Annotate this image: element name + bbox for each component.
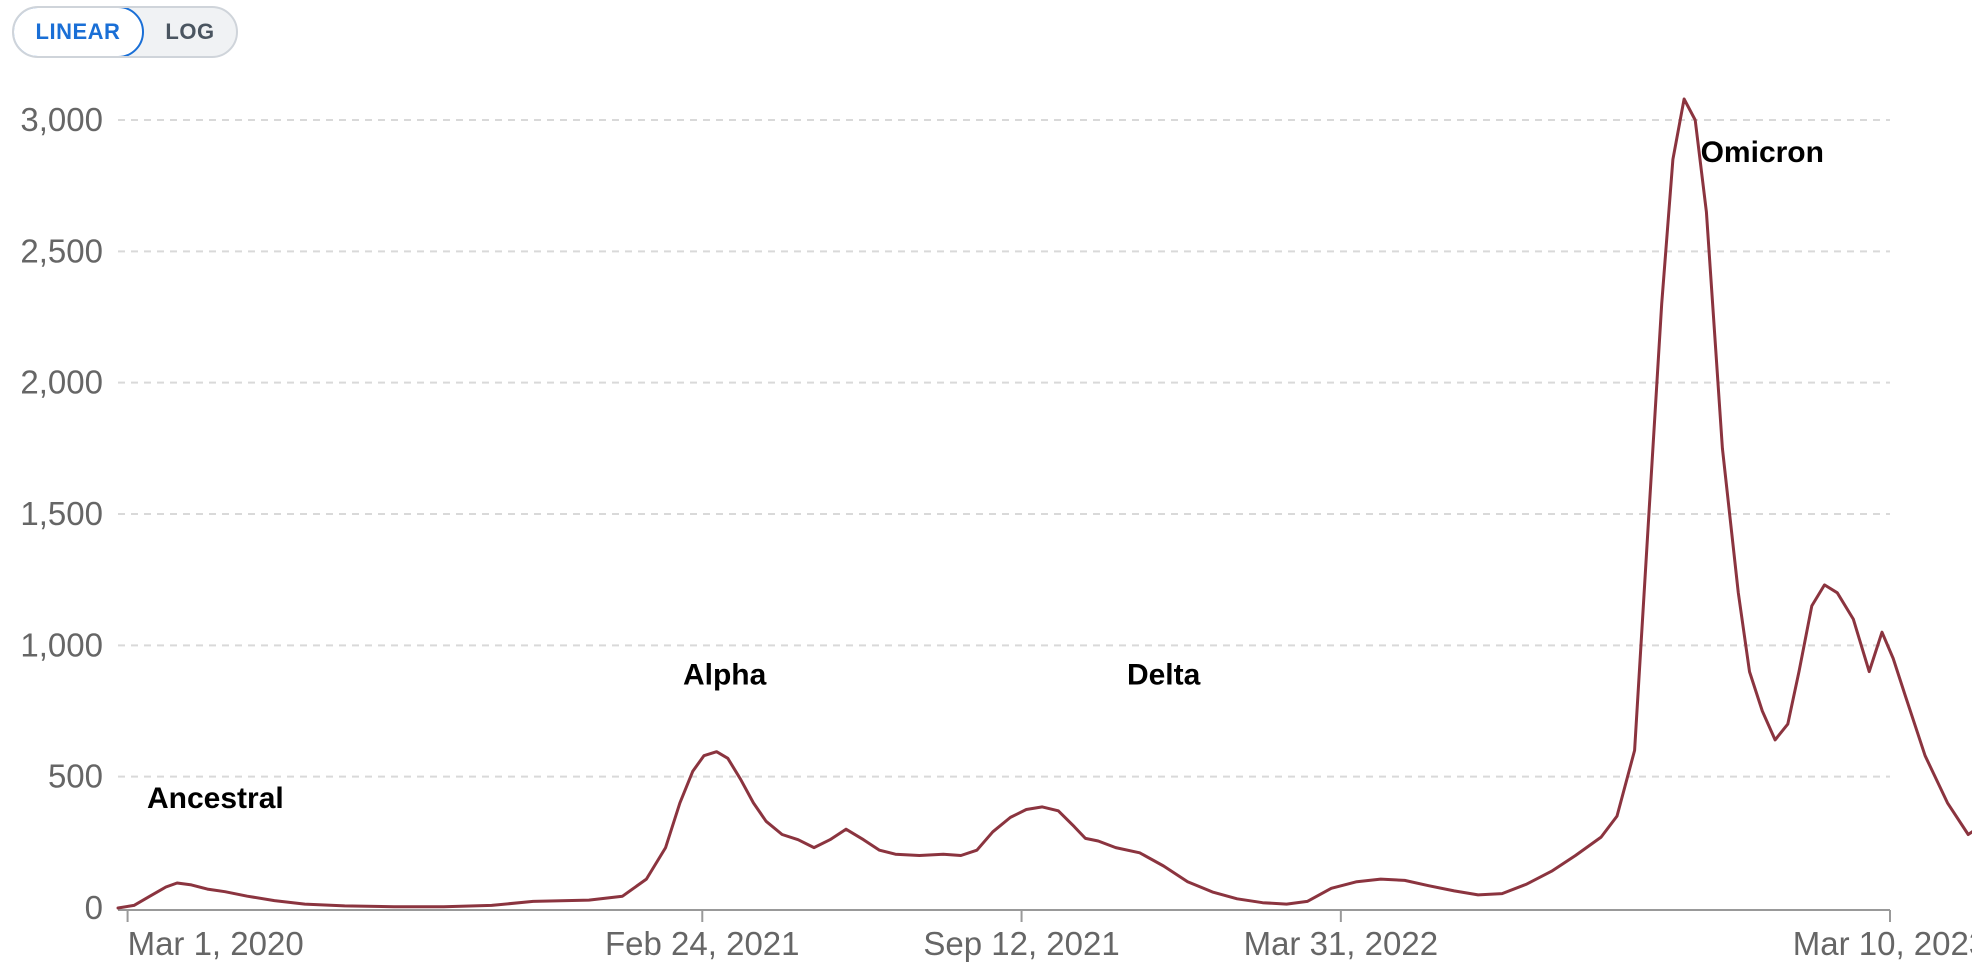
y-tick-label: 2,000 <box>20 364 103 401</box>
y-axis: 0 500 1,000 1,500 2,000 2,500 3,000 <box>20 101 103 926</box>
y-tick-label: 1,500 <box>20 495 103 532</box>
x-tick-label: Mar 10, 2023 <box>1793 925 1972 962</box>
x-tick-label: Mar 1, 2020 <box>128 925 304 962</box>
y-tick-label: 3,000 <box>20 101 103 138</box>
x-tick-label: Sep 12, 2021 <box>923 925 1119 962</box>
log-scale-button[interactable]: LOG <box>165 19 215 44</box>
series-layer: Italy <box>116 97 1972 910</box>
variant-annotations: AncestralAlphaDeltaOmicronOmicron BA.2Om… <box>147 136 1824 815</box>
linear-scale-button[interactable]: LINEAR <box>14 8 144 56</box>
x-tick-label: Mar 31, 2022 <box>1244 925 1438 962</box>
annotation-label: Delta <box>1127 659 1201 692</box>
annotation-label: Ancestral <box>147 782 284 815</box>
y-tick-label: 500 <box>48 758 103 795</box>
y-tick-label: 2,500 <box>20 232 103 269</box>
y-tick-label: 1,000 <box>20 626 103 663</box>
gridlines <box>118 119 1890 778</box>
y-tick-label: 0 <box>85 889 103 926</box>
scale-toggle: LINEAR LOG <box>12 6 238 58</box>
x-tick-label: Feb 24, 2021 <box>605 925 800 962</box>
series-line-italy <box>116 97 1972 910</box>
annotation-label: Alpha <box>683 659 767 692</box>
annotation-label: Omicron <box>1701 136 1824 169</box>
x-axis: Mar 1, 2020 Feb 24, 2021 Sep 12, 2021 Mar 3… <box>118 909 1972 962</box>
